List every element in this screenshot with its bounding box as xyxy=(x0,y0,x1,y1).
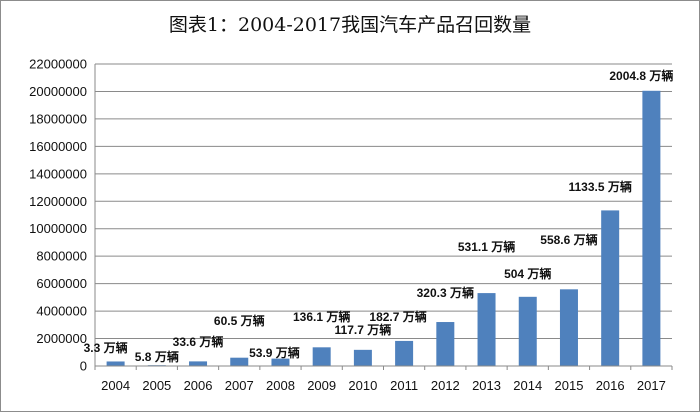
gridlines xyxy=(95,63,672,340)
bar xyxy=(518,296,537,366)
x-tick-label: 2011 xyxy=(390,378,418,393)
bar xyxy=(312,347,331,366)
x-tick-label: 2005 xyxy=(142,378,171,393)
x-tick-label: 2010 xyxy=(348,378,377,393)
data-label: 558.6 万辆 xyxy=(540,232,597,247)
y-tick-label: 2000000 xyxy=(36,331,87,346)
x-tick-label: 2006 xyxy=(184,378,213,393)
data-label: 33.6 万辆 xyxy=(173,334,224,349)
axes: 0 2000000 4000000 6000000 8000000 10000000 120… xyxy=(29,57,673,393)
bar xyxy=(436,322,455,366)
x-tick-label: 2009 xyxy=(307,378,336,393)
bar xyxy=(559,289,578,366)
x-tick-label: 2012 xyxy=(431,378,460,393)
data-label: 504 万辆 xyxy=(504,266,551,281)
data-label: 1133.5 万辆 xyxy=(568,179,631,194)
x-tick-label: 2004 xyxy=(101,378,130,393)
data-label: 136.1 万辆 xyxy=(293,309,350,324)
y-tick-label: 6000000 xyxy=(36,276,87,291)
bar xyxy=(230,357,249,366)
data-label: 5.8 万辆 xyxy=(135,349,179,364)
bar xyxy=(395,340,414,366)
bars xyxy=(106,90,661,366)
y-tick-label: 22000000 xyxy=(29,57,87,72)
data-label: 53.9 万辆 xyxy=(249,345,300,360)
data-label: 2004.8 万辆 xyxy=(609,68,673,83)
bar xyxy=(106,361,125,366)
y-tick-label: 12000000 xyxy=(29,194,87,209)
data-label: 117.7 万辆 xyxy=(335,322,392,337)
x-tick-label: 2016 xyxy=(596,378,625,393)
y-tick-label: 10000000 xyxy=(29,221,87,236)
y-tick-label: 0 xyxy=(80,359,87,374)
x-tick-label: 2015 xyxy=(555,378,584,393)
y-tick-label: 14000000 xyxy=(29,166,87,181)
bar xyxy=(601,210,620,366)
chart-title: 图表1：2004-2017我国汽车产品召回数量 xyxy=(168,14,532,36)
y-tick-label: 16000000 xyxy=(29,139,87,154)
y-tick-label: 18000000 xyxy=(29,111,87,126)
data-label: 3.3 万辆 xyxy=(84,340,128,355)
bar xyxy=(477,293,496,366)
x-tick-label: 2008 xyxy=(266,378,295,393)
data-label: 182.7 万辆 xyxy=(369,309,426,324)
y-tick-label: 8000000 xyxy=(36,249,87,264)
data-label: 320.3 万辆 xyxy=(417,285,474,300)
x-tick-label: 2014 xyxy=(513,378,542,393)
data-label: 531.1 万辆 xyxy=(458,239,515,254)
data-label: 60.5 万辆 xyxy=(214,313,265,328)
bar xyxy=(271,358,290,366)
y-tick-label: 20000000 xyxy=(29,84,87,99)
y-tick-label: 4000000 xyxy=(36,304,87,319)
bar xyxy=(189,361,208,366)
x-tick-label: 2013 xyxy=(472,378,501,393)
x-tick-label: 2017 xyxy=(637,378,666,393)
bar xyxy=(642,90,661,366)
bar xyxy=(353,349,372,366)
x-tick-label: 2007 xyxy=(225,378,254,393)
